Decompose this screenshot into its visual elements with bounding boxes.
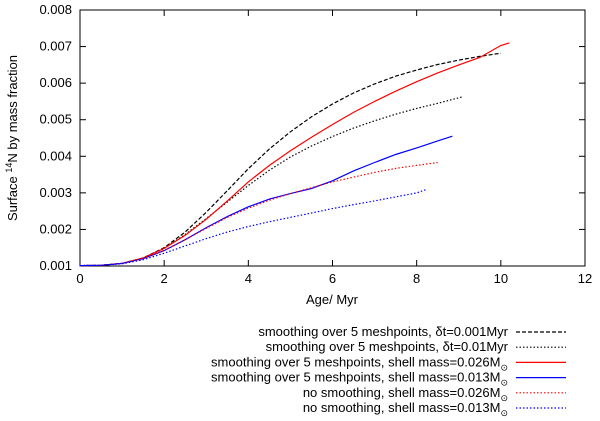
y-tick-label: 0.005 <box>39 112 72 127</box>
legend-label: smoothing over 5 meshpoints, δt=0.001Myr <box>258 324 508 339</box>
series-line-6 <box>79 188 428 267</box>
legend-label-text: no smoothing, shell mass=0.026M <box>303 385 501 400</box>
x-tick-label: 0 <box>76 271 83 286</box>
legend: smoothing over 5 meshpoints, δt=0.001Myr… <box>211 324 566 418</box>
x-axis-ticks: 0 2 4 6 8 10 12 <box>76 10 592 286</box>
legend-label-text: no smoothing, shell mass=0.013M <box>303 400 501 415</box>
series-line-2 <box>79 96 464 267</box>
x-tick-label: 8 <box>413 271 420 286</box>
y-axis-label: Surface 14N by mass fraction <box>4 55 20 221</box>
legend-label-subscript: ⊙ <box>500 393 508 403</box>
series-line-5 <box>79 161 438 267</box>
x-axis-label: Age/ Myr <box>306 292 359 307</box>
y-tick-label: 0.007 <box>39 39 72 54</box>
y-axis-label-post: N by mass fraction <box>5 55 20 163</box>
legend-label-text: smoothing over 5 meshpoints, shell mass=… <box>211 354 500 369</box>
y-tick-label: 0.006 <box>39 75 72 90</box>
y-tick-label: 0.004 <box>39 148 72 163</box>
legend-label-text: smoothing over 5 meshpoints, shell mass=… <box>211 370 500 385</box>
y-tick-label: 0.002 <box>39 221 72 236</box>
x-tick-label: 12 <box>578 271 592 286</box>
plot-area: 0 2 4 6 8 10 12 0.001 0.002 0.003 0.004 0.005 0.006… <box>39 2 592 286</box>
series-line-1 <box>79 52 501 267</box>
x-tick-label: 6 <box>329 271 336 286</box>
legend-label-text: smoothing over 5 meshpoints, δt=0.01Myr <box>266 339 509 354</box>
series-line-3 <box>79 42 510 267</box>
legend-label-subscript: ⊙ <box>500 408 508 418</box>
legend-label: no smoothing, shell mass=0.013M⊙ <box>303 400 508 418</box>
y-tick-label: 0.001 <box>39 258 72 273</box>
legend-label-subscript: ⊙ <box>500 362 508 372</box>
legend-label: no smoothing, shell mass=0.026M⊙ <box>303 385 508 403</box>
y-axis-label-pre: Surface <box>5 173 20 221</box>
y-tick-label: 0.003 <box>39 185 72 200</box>
legend-label: smoothing over 5 meshpoints, δt=0.01Myr <box>266 339 509 354</box>
series-lines <box>79 42 510 267</box>
plot-frame <box>79 9 586 267</box>
legend-label-text: smoothing over 5 meshpoints, δt=0.001Myr <box>258 324 508 339</box>
x-tick-label: 4 <box>245 271 252 286</box>
y-tick-label: 0.008 <box>39 2 72 17</box>
y-axis-ticks: 0.001 0.002 0.003 0.004 0.005 0.006 0.007 0.008 <box>39 2 585 273</box>
legend-label: smoothing over 5 meshpoints, shell mass=… <box>211 354 508 372</box>
x-tick-label: 10 <box>494 271 508 286</box>
y-axis-label-superscript: 14 <box>4 163 14 173</box>
legend-label-subscript: ⊙ <box>500 378 508 388</box>
legend-label: smoothing over 5 meshpoints, shell mass=… <box>211 370 508 388</box>
x-tick-label: 2 <box>161 271 168 286</box>
